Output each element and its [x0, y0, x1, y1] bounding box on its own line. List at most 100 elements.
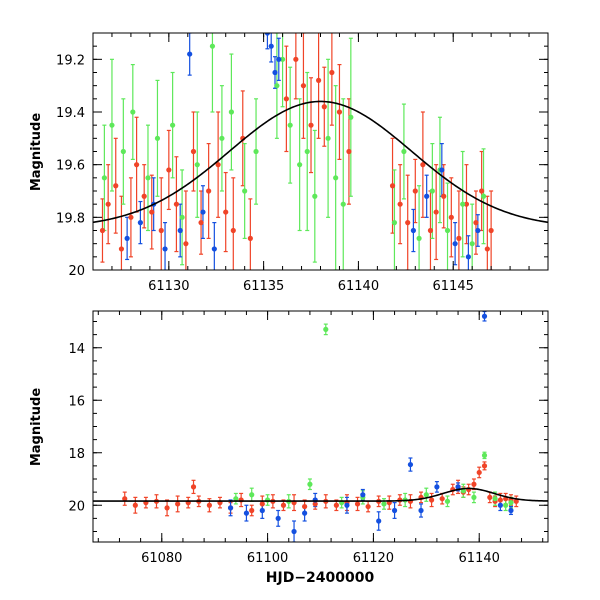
top-points	[99, 33, 494, 260]
top-panel: 19.219.419.619.820 61130 61135 61140 61145 …	[29, 32, 549, 294]
top-blue-point	[475, 227, 481, 234]
top-y-tick-label: 19.2	[56, 53, 85, 68]
bottom-red-point	[487, 494, 493, 500]
top-red-point	[456, 235, 462, 241]
top-green-point	[194, 162, 200, 168]
bottom-red-point	[429, 497, 435, 503]
top-green-point	[170, 122, 176, 128]
top-y-tick-label: 20	[68, 264, 85, 279]
top-green-point	[469, 241, 475, 247]
top-green-point	[219, 135, 225, 141]
top-red-point	[134, 162, 140, 168]
top-x-tick-labels: 61130 61135 61140 61145	[148, 279, 474, 294]
top-green-point	[416, 235, 422, 241]
top-ticks	[92, 33, 549, 271]
top-green-point	[154, 135, 161, 141]
top-red-point	[463, 201, 470, 207]
bottom-error-bars	[122, 311, 519, 542]
top-green-point	[274, 83, 280, 89]
top-green-point	[429, 188, 435, 194]
bottom-blue-point	[434, 484, 440, 490]
bottom-x-tick-label: 61120	[353, 551, 394, 566]
top-red-point	[484, 246, 490, 252]
top-green-point	[444, 227, 451, 234]
top-red-point	[321, 104, 327, 110]
top-red-point	[308, 122, 314, 128]
top-red-point	[223, 209, 229, 215]
bottom-y-tick-label: 14	[68, 342, 85, 357]
top-red-point	[166, 167, 172, 173]
top-blue-point	[124, 235, 130, 241]
top-red-point	[448, 214, 454, 220]
bottom-green-point	[323, 326, 329, 332]
bottom-y-tick-label: 16	[68, 394, 85, 409]
bottom-model-curve	[93, 487, 548, 502]
top-blue-point	[272, 69, 278, 76]
bottom-red-point	[132, 502, 138, 508]
top-green-point	[401, 148, 407, 155]
top-red-point	[198, 220, 204, 226]
bottom-red-point	[333, 502, 339, 508]
top-red-point	[300, 83, 307, 89]
bottom-blue-point	[376, 518, 382, 524]
top-green-point	[120, 148, 126, 155]
bottom-red-point	[365, 503, 371, 510]
top-green-point	[304, 148, 310, 155]
top-red-point	[397, 201, 403, 207]
bottom-blue-point	[508, 507, 514, 514]
bottom-blue-point	[407, 461, 414, 468]
bottom-blue-point	[418, 507, 424, 514]
top-green-point	[480, 193, 487, 199]
top-y-tick-label: 19.8	[56, 211, 85, 226]
top-green-point	[297, 162, 303, 168]
bottom-blue-point	[291, 528, 297, 535]
top-red-point	[99, 227, 106, 234]
bottom-blue-point	[243, 510, 250, 516]
top-blue-point	[452, 241, 458, 247]
bottom-red-point	[280, 502, 287, 508]
bottom-green-point	[233, 496, 239, 502]
top-x-tick-label: 61140	[338, 279, 379, 294]
bottom-x-tick-labels: 61080 61100 61120 61140	[141, 551, 500, 566]
top-red-point	[283, 96, 289, 102]
bottom-red-point	[476, 469, 482, 476]
bottom-green-point	[503, 502, 509, 508]
top-x-tick-label: 61135	[243, 279, 284, 294]
bottom-blue-point	[275, 515, 281, 521]
bottom-green-point	[481, 452, 488, 458]
top-green-point	[101, 175, 107, 181]
top-error-bars	[100, 33, 494, 270]
bottom-blue-point	[481, 313, 488, 319]
top-green-point	[242, 188, 248, 194]
top-red-point	[441, 193, 447, 199]
top-blue-point	[410, 227, 416, 234]
bottom-red-point	[249, 507, 255, 514]
top-red-point	[105, 201, 111, 207]
top-red-point	[329, 69, 335, 76]
top-y-tick-label: 19.6	[56, 159, 85, 174]
bottom-blue-point	[360, 492, 366, 498]
bottom-plot-frame	[92, 310, 549, 543]
bottom-y-tick-label: 20	[68, 499, 85, 514]
top-green-point	[179, 214, 185, 220]
top-red-point	[247, 235, 253, 241]
bottom-blue-point	[344, 502, 350, 508]
bottom-green-point	[381, 501, 387, 507]
top-green-point	[109, 122, 115, 128]
bottom-blue-point	[391, 507, 398, 514]
top-red-point	[206, 188, 212, 194]
bottom-green-point	[444, 498, 451, 504]
bottom-red-point	[471, 481, 477, 487]
top-red-point	[389, 183, 396, 189]
bottom-x-tick-label: 61100	[247, 551, 288, 566]
top-red-point	[412, 188, 418, 194]
bottom-green-point	[423, 492, 429, 498]
bottom-red-point	[164, 505, 170, 511]
top-green-point	[333, 175, 339, 181]
bottom-blue-point	[302, 510, 308, 516]
top-green-point	[325, 135, 331, 141]
top-blue-point	[268, 43, 274, 49]
bottom-y-tick-label: 18	[68, 447, 85, 462]
top-red-point	[479, 188, 485, 194]
